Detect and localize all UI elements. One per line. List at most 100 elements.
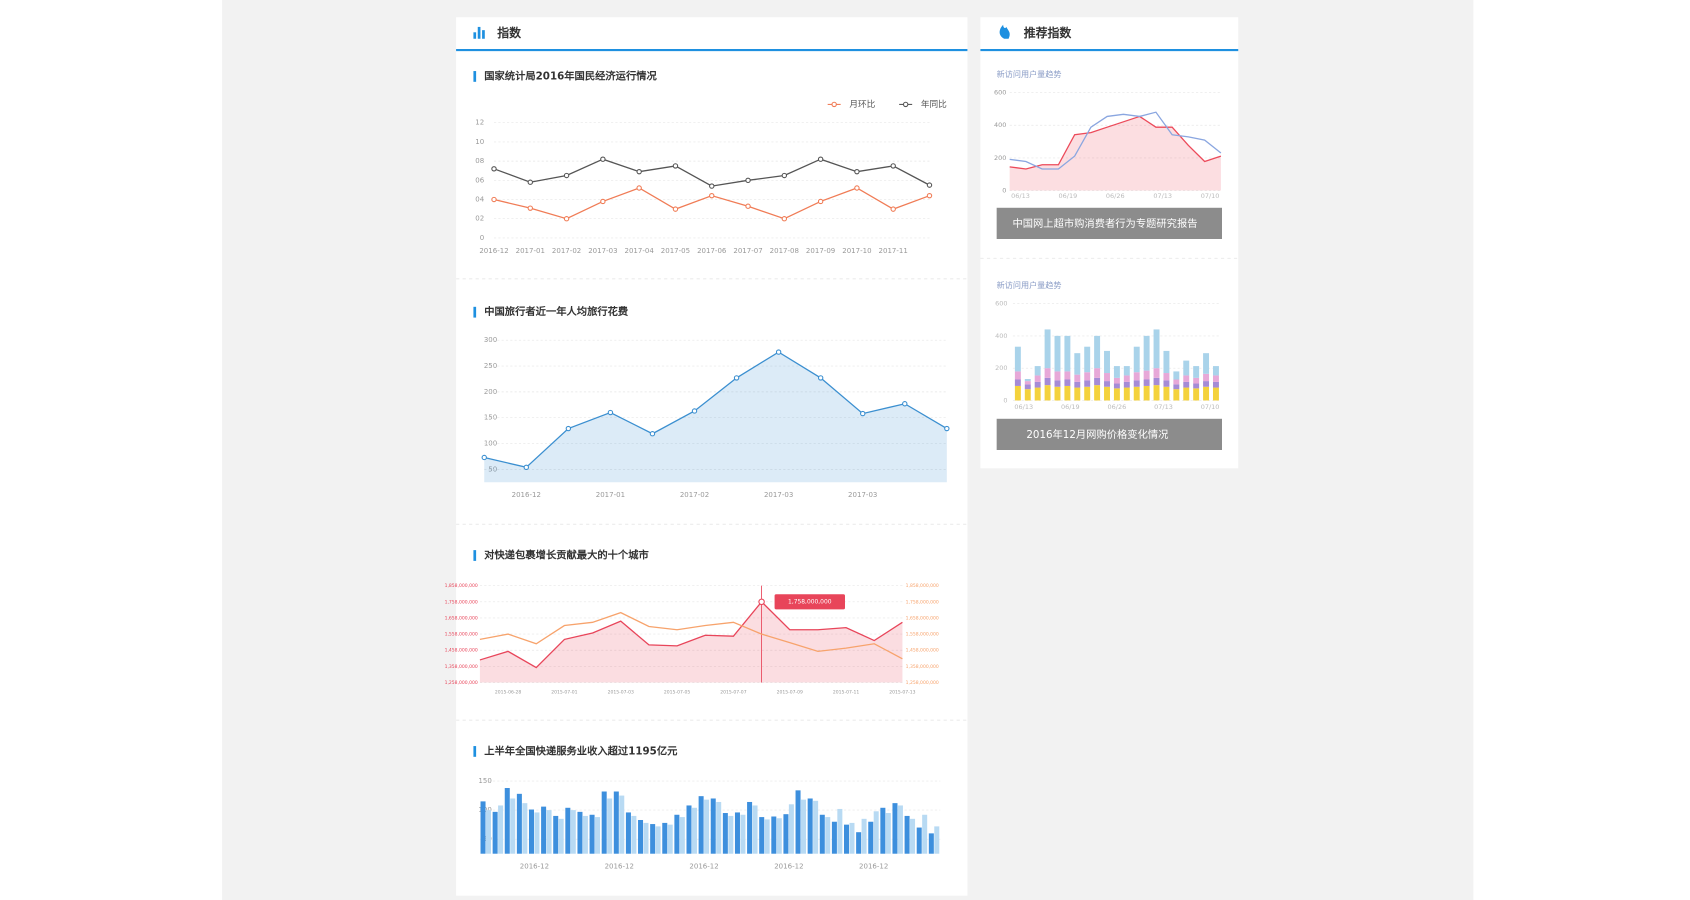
- y-tick-label: 04: [475, 195, 484, 204]
- y-tick-label: 0: [1002, 187, 1006, 195]
- bar-segment: [1014, 379, 1021, 386]
- bar: [837, 808, 843, 854]
- bar-segment: [1212, 387, 1219, 401]
- x-tick-label: 07/13: [1153, 192, 1172, 200]
- bar: [607, 798, 613, 854]
- bar-segment: [1094, 368, 1101, 378]
- bar-segment: [1193, 388, 1200, 401]
- y-tick-label: 1,258,000,000: [445, 680, 478, 686]
- chart-title: 对快递包裹增长贡献最大的十个城市: [484, 549, 649, 562]
- bar-segment: [1034, 381, 1041, 388]
- bar: [643, 822, 649, 854]
- bar: [638, 819, 644, 854]
- line: [479, 611, 903, 660]
- bar-segment: [1133, 386, 1140, 401]
- bar-segment: [1034, 387, 1041, 401]
- point: [745, 203, 751, 209]
- bar-segment: [1064, 335, 1071, 372]
- bar: [880, 807, 886, 854]
- bar: [819, 814, 825, 854]
- point: [491, 166, 497, 172]
- bar-segment: [1163, 350, 1170, 374]
- point: [817, 375, 824, 381]
- bar-segment: [1173, 379, 1180, 385]
- bar-segment: [1064, 379, 1071, 386]
- bar: [577, 811, 583, 854]
- y-tick-label: 10: [475, 137, 484, 146]
- bar: [831, 821, 837, 854]
- bar-segment: [1054, 335, 1061, 372]
- chart-title: 上半年全国快递服务业收入超过1195亿元: [484, 744, 678, 757]
- bar: [759, 817, 765, 854]
- bar: [934, 826, 940, 854]
- bar: [892, 803, 898, 854]
- bar-segment: [1203, 353, 1210, 374]
- bar-segment: [1054, 371, 1061, 381]
- title-accent: [473, 306, 477, 318]
- bar: [698, 796, 704, 854]
- bar-segment: [1163, 386, 1170, 401]
- bar-segment: [1183, 381, 1190, 388]
- x-tick-label: 2017-01: [516, 246, 545, 255]
- bar: [868, 821, 874, 854]
- y-tick-label: 1,358,000,000: [906, 664, 939, 670]
- bar-segment: [1173, 384, 1180, 390]
- bar-segment: [1193, 377, 1200, 384]
- point: [926, 192, 933, 199]
- bar: [619, 795, 625, 854]
- point: [600, 198, 606, 205]
- point: [781, 216, 788, 222]
- report-button[interactable]: [996, 418, 1222, 451]
- bar: [589, 814, 595, 854]
- bar-segment: [1123, 375, 1130, 382]
- x-tick-label: 2015-07-07: [720, 690, 746, 696]
- y-tick-label: 1,758,000,000: [445, 599, 478, 605]
- bar-segment: [1074, 353, 1081, 375]
- bar-segment: [1123, 366, 1130, 376]
- bar-segment: [1163, 373, 1170, 381]
- bar: [904, 815, 910, 854]
- point: [854, 185, 860, 191]
- bar: [704, 799, 710, 854]
- bar: [570, 810, 576, 854]
- bar: [667, 824, 673, 854]
- x-tick-label: 06/19: [1061, 403, 1080, 411]
- legend-label: 年同比: [921, 98, 947, 110]
- bar: [498, 805, 504, 854]
- x-tick-label: 06/26: [1108, 403, 1127, 411]
- bar: [910, 818, 916, 854]
- x-tick-label: 2016-12: [479, 246, 508, 255]
- point: [527, 179, 533, 185]
- bar-segment: [1104, 381, 1110, 387]
- x-tick-label: 2017-08: [770, 246, 799, 255]
- bar-segment: [1044, 377, 1051, 386]
- y-tick-label: 0: [1003, 396, 1007, 404]
- x-tick-label: 2015-07-11: [833, 690, 859, 696]
- point: [745, 177, 751, 184]
- bar: [546, 810, 552, 854]
- report-button-label[interactable]: 中国网上超市购消费者行为专题研究报告: [1012, 217, 1197, 230]
- y-tick-label: 250: [484, 361, 497, 370]
- bar-segment: [1153, 329, 1160, 369]
- bar: [722, 813, 728, 854]
- tooltip-label: 1,758,000,000: [788, 598, 832, 605]
- x-tick-label: 07/13: [1154, 403, 1173, 411]
- bar-segment: [1153, 377, 1160, 386]
- bar: [916, 827, 922, 854]
- point: [944, 425, 950, 432]
- x-tick-label: 07/10: [1201, 192, 1220, 200]
- report-button-label[interactable]: 2016年12月网购价格变化情况: [1026, 428, 1168, 441]
- bar-segment: [1034, 375, 1041, 382]
- line: [1009, 115, 1222, 170]
- bar: [885, 813, 891, 854]
- x-tick-label: 2017-10: [842, 246, 871, 255]
- bar: [480, 801, 486, 854]
- bar-segment: [1064, 371, 1071, 380]
- report-button[interactable]: [996, 207, 1222, 239]
- y-tick-label: 1,558,000,000: [445, 632, 478, 638]
- bar-segment: [1054, 380, 1061, 387]
- point: [926, 182, 933, 188]
- page: 指数 推荐指数 中国网上超市购消费者行为专题研究报告 2016年12月网购价格变…: [222, 0, 1474, 900]
- bar-segment: [1113, 383, 1120, 389]
- y-tick-label: 1,458,000,000: [445, 648, 478, 654]
